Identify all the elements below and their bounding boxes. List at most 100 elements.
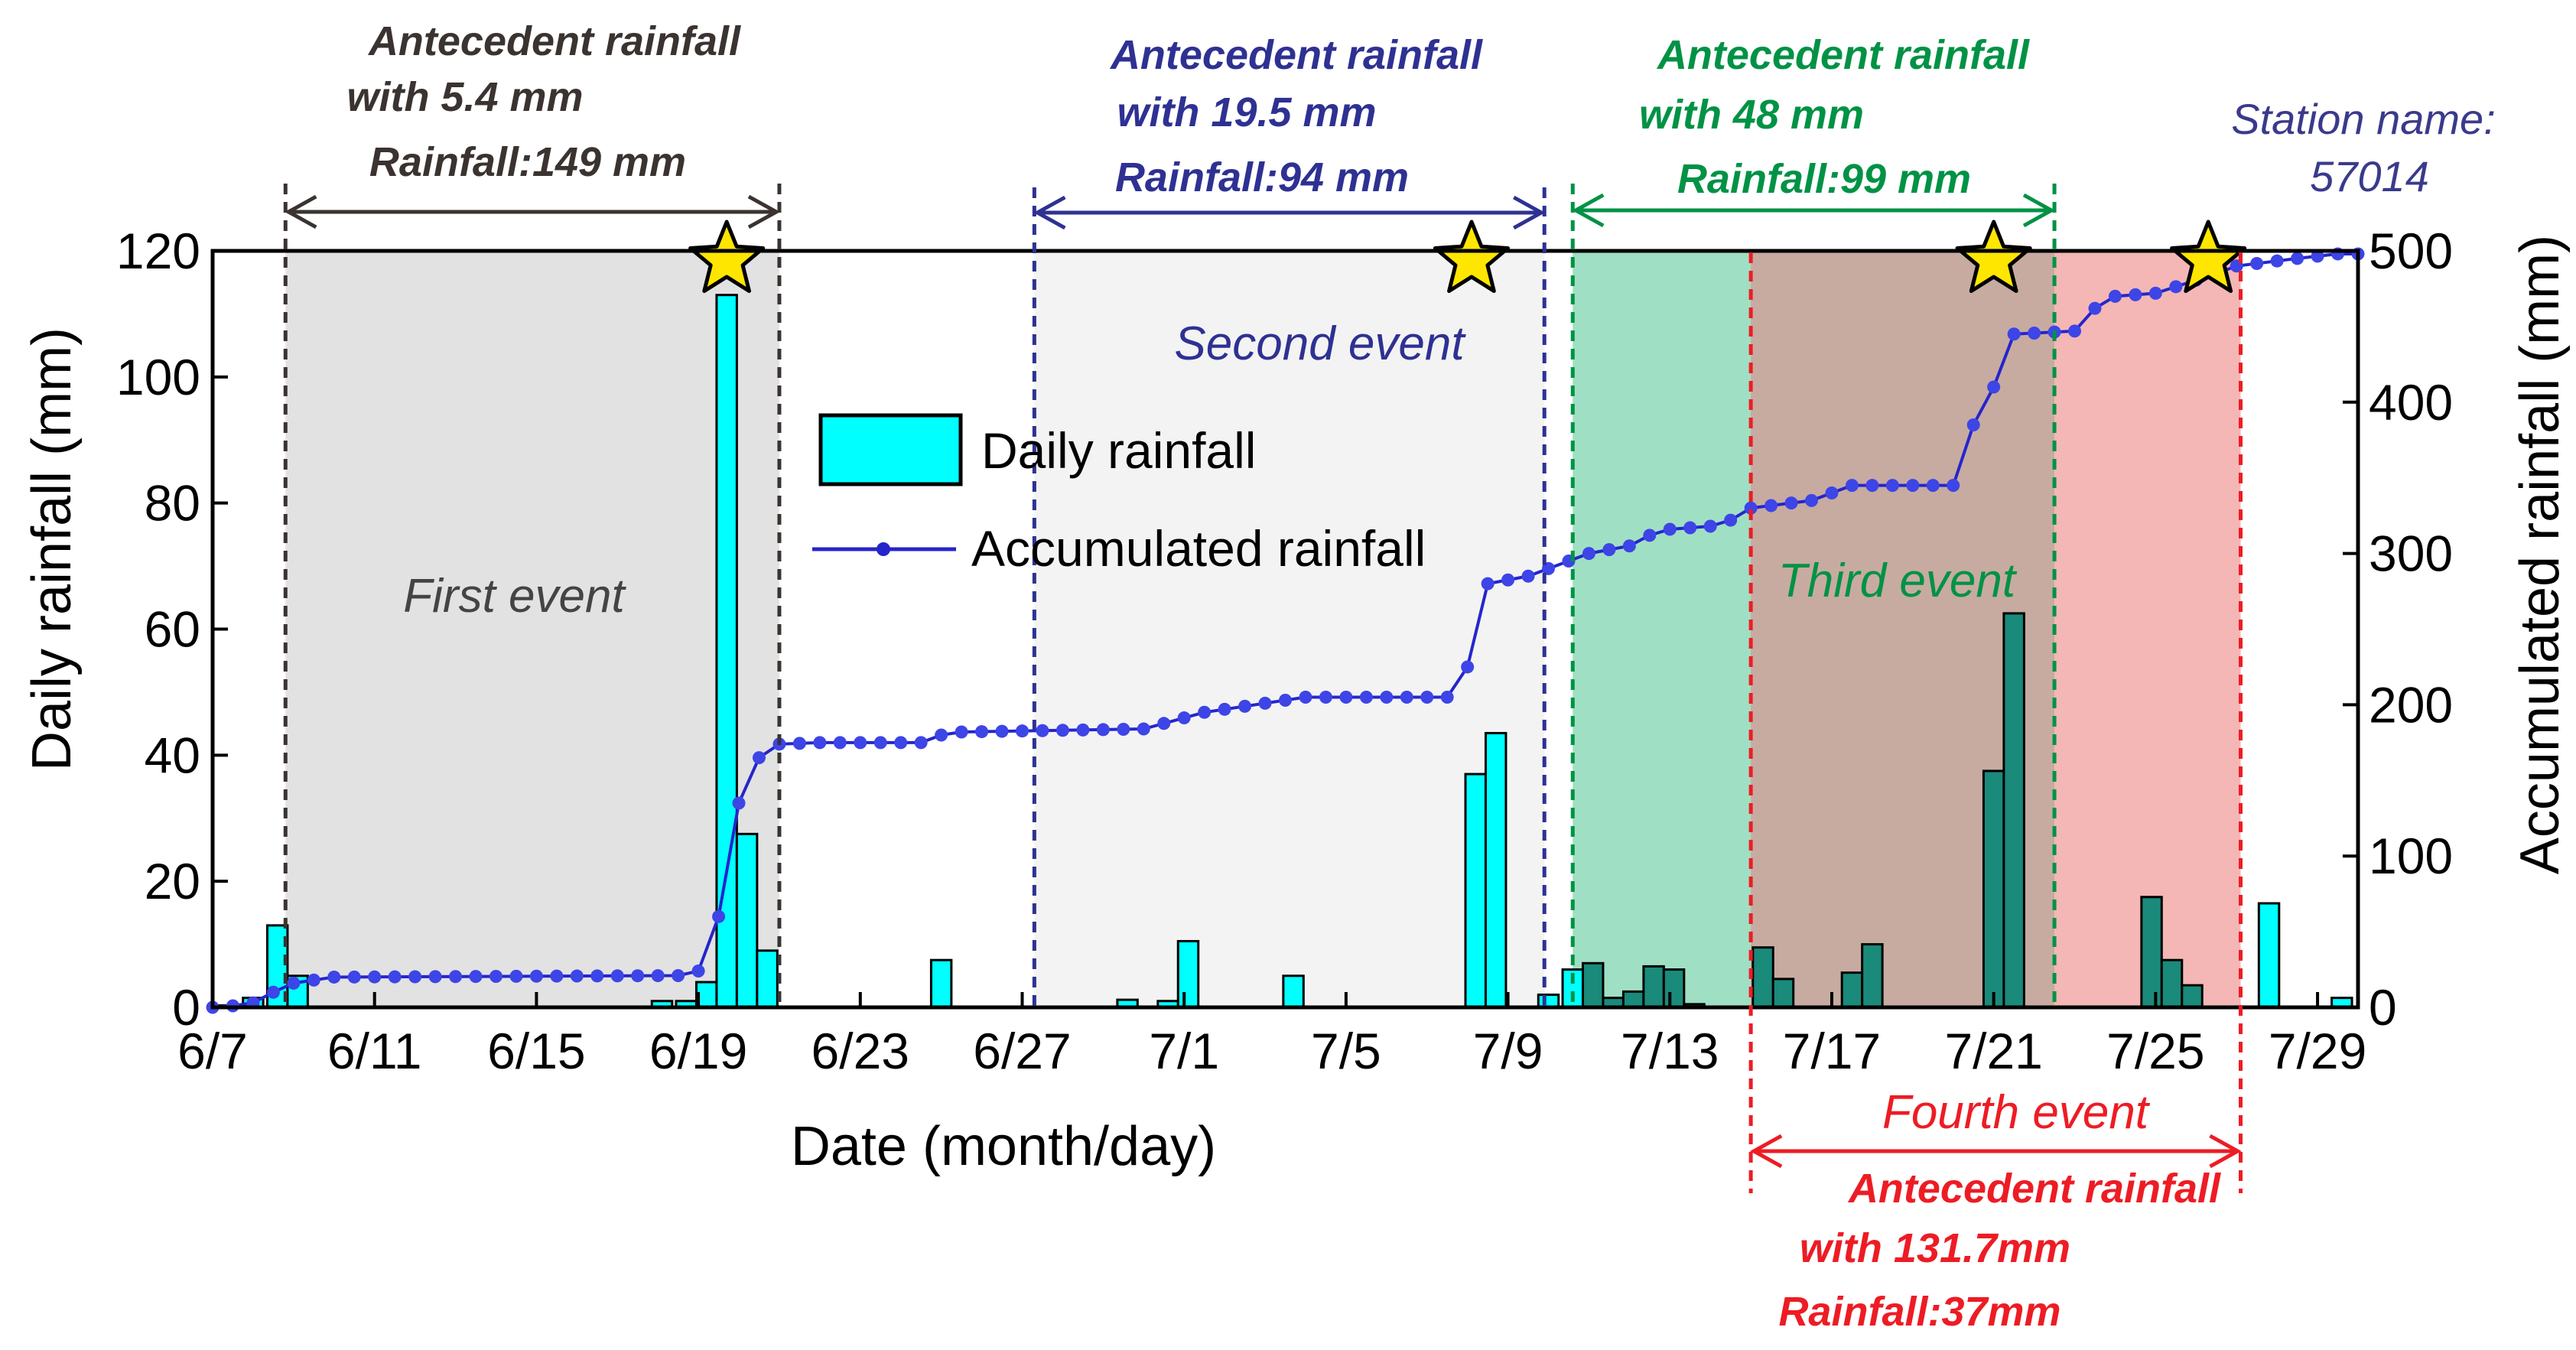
daily-bar [1751, 946, 1774, 1009]
event-region-2 [1034, 251, 1545, 1007]
y-right-tick-label: 500 [2369, 223, 2453, 279]
y-right-tick-label: 400 [2369, 374, 2453, 431]
accumulated-point [1157, 717, 1171, 730]
first-event-arrow-head-left [285, 194, 317, 229]
daily-bar [1176, 939, 1200, 1009]
accumulated-point [1279, 693, 1292, 707]
legend-daily-rainfall: Daily rainfall [981, 422, 1256, 479]
first-event-antecedent-value: with 5.4 mm [346, 74, 583, 120]
accumulated-point [873, 736, 887, 750]
event-star-icon [688, 220, 766, 293]
accumulated-point [1582, 547, 1595, 561]
x-tick-label: 6/7 [177, 1023, 248, 1079]
first-event-antecedent: Antecedent rainfall [367, 18, 741, 64]
event-backgrounds [285, 251, 2241, 1007]
daily-bar [1642, 965, 1665, 1009]
accumulated-point [1055, 724, 1069, 737]
accumulated-point [2311, 249, 2324, 263]
accumulated-point [672, 968, 685, 982]
accumulated-point [955, 725, 968, 739]
accumulated-point [1602, 543, 1616, 557]
y-axis-right-label: Accumulated rainfall (mm) [2509, 235, 2571, 874]
daily-bar [1861, 943, 1884, 1009]
accumulated-point [509, 969, 523, 983]
accumulated-point [1319, 691, 1332, 704]
x-axis-label: Date (month/day) [791, 1116, 1216, 1177]
second-event-antecedent: Antecedent rainfall [1109, 32, 1483, 78]
accumulated-point [1096, 723, 1110, 737]
x-tick-label: 6/23 [812, 1023, 909, 1079]
accumulated-point [1744, 501, 1758, 515]
legend: Daily rainfall Accumulated rainfall [812, 413, 1426, 577]
accumulated-point [1622, 539, 1636, 553]
accumulated-point [1177, 711, 1191, 725]
accumulated-point [449, 970, 463, 984]
accumulated-point [1703, 519, 1717, 533]
accumulated-point [995, 724, 1009, 738]
daily-bar [2257, 902, 2281, 1009]
fourth-event-arrow-head-right [2209, 1134, 2242, 1169]
x-tick-label: 7/13 [1621, 1023, 1719, 1079]
accumulated-point [1015, 724, 1029, 738]
third-event-antecedent: Antecedent rainfall [1656, 32, 2030, 78]
accumulated-point [1784, 496, 1798, 510]
accumulated-point [1440, 691, 1454, 704]
accumulated-point [894, 736, 908, 750]
fourth-event-rainfall: Rainfall:37mm [1778, 1289, 2060, 1335]
fourth-event-label: Fourth event [1882, 1086, 2151, 1139]
accumulated-point [1906, 479, 1920, 493]
y-axis-left-label: Daily rainfall (mm) [21, 327, 83, 771]
accumulated-point [1481, 577, 1495, 590]
second-event-label: Second event [1174, 317, 1466, 370]
accumulated-point [1339, 691, 1353, 704]
accumulated-point [1461, 660, 1475, 674]
x-tick-label: 6/11 [327, 1023, 422, 1079]
station-id: 57014 [2310, 152, 2429, 200]
accumulated-point [1117, 722, 1130, 736]
third-event-arrow-head-right [2022, 193, 2056, 228]
accumulated-point [2068, 324, 2082, 338]
accumulated-point [752, 751, 766, 765]
fourth-event-antecedent-value: with 131.7mm [1800, 1225, 2070, 1271]
accumulated-point [1036, 724, 1049, 737]
daily-bar [1771, 978, 1795, 1009]
event-star-icon [1955, 220, 2032, 293]
accumulated-point [550, 969, 564, 983]
accumulated-point [1380, 691, 1394, 704]
accumulated-point [1299, 691, 1312, 704]
y-left-tick-label: 100 [116, 349, 200, 405]
accumulated-point [1238, 699, 1252, 713]
third-event-rainfall: Rainfall:99 mm [1677, 156, 1971, 202]
legend-line-marker [877, 542, 890, 556]
legend-accumulated-rainfall: Accumulated rainfall [971, 520, 1426, 577]
y-right-tick-label: 0 [2369, 979, 2397, 1036]
accumulated-point [1501, 573, 1515, 587]
accumulated-point [469, 970, 483, 984]
fourth-event-arrow-head-left [1749, 1134, 1783, 1169]
daily-bar [1581, 961, 1605, 1009]
accumulated-point [2129, 288, 2142, 301]
accumulated-point [489, 970, 503, 984]
first-event-rainfall: Rainfall:149 mm [369, 139, 686, 185]
accumulated-point [1987, 380, 2001, 394]
legend-bar-swatch [818, 413, 963, 486]
accumulated-point [1643, 529, 1657, 542]
accumulated-point [651, 969, 665, 983]
accumulated-point [1805, 493, 1819, 507]
accumulated-point [1966, 418, 1980, 431]
x-tick-label: 7/9 [1473, 1023, 1543, 1079]
accumulated-point [914, 736, 928, 750]
accumulated-point [1724, 513, 1738, 527]
y-right-tick-label: 200 [2369, 676, 2453, 733]
x-tick-label: 7/25 [2106, 1023, 2204, 1079]
event-stars [688, 220, 2247, 293]
x-tick-label: 7/1 [1149, 1023, 1219, 1079]
third-event-antecedent-value: with 48 mm [1639, 92, 1864, 138]
accumulated-point [2291, 252, 2304, 265]
accumulated-point [1258, 696, 1272, 710]
first-event-label: First event [403, 570, 626, 623]
y-left-tick-label: 0 [172, 979, 200, 1036]
accumulated-point [1420, 691, 1434, 704]
accumulated-point [2250, 256, 2264, 270]
accumulated-point [529, 969, 543, 983]
